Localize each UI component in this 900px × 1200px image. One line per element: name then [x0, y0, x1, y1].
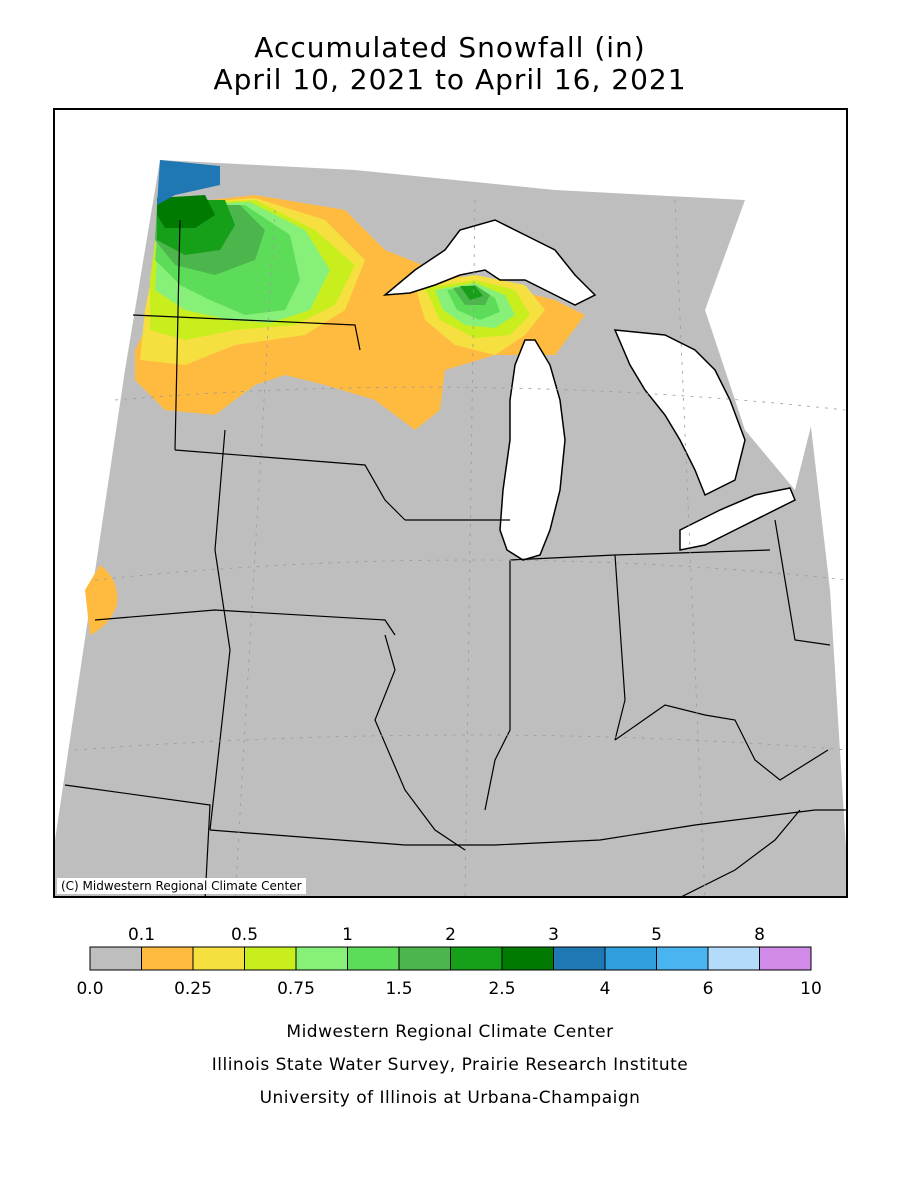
map-title: Accumulated Snowfall (in) [254, 31, 646, 64]
snowfall-contour-orange-west [85, 565, 118, 635]
credit-line-2: Illinois State Water Survey, Prairie Res… [211, 1055, 689, 1075]
credit-line-3: University of Illinois at Urbana-Champai… [259, 1088, 641, 1108]
legend-swatch [89, 946, 142, 971]
legend-swatch [759, 946, 812, 971]
lake-michigan [499, 339, 566, 561]
legend-swatch [501, 946, 554, 971]
legend-swatch [244, 946, 297, 971]
legend-top-label: 5 [651, 925, 662, 945]
graticule [74, 199, 846, 896]
lake-ontario-and-ontario [705, 200, 830, 490]
legend-bottom-label: 1.5 [385, 979, 412, 999]
lake-erie [679, 487, 796, 551]
legend-swatch [707, 946, 760, 971]
copyright-label: (C) Midwestern Regional Climate Center [57, 878, 306, 894]
legend-swatch [656, 946, 709, 971]
legend-bottom-label: 0.75 [277, 979, 315, 999]
legend-swatch [295, 946, 348, 971]
legend-top-label: 1 [342, 925, 353, 945]
legend-top-label: 3 [548, 925, 559, 945]
legend-bottom-label: 6 [703, 979, 714, 999]
color-legend: 0.1 0.5 1 2 3 5 8 0.0 0.25 0.75 1.5 2.5 4 6 10 [76, 925, 822, 999]
map-canvas [55, 160, 846, 896]
legend-bottom-label: 0.25 [174, 979, 212, 999]
snowfall-contour-deepgreen [157, 195, 215, 228]
lake-huron [613, 329, 746, 497]
legend-swatch [141, 946, 194, 971]
lake-superior [382, 219, 597, 306]
legend-bottom-label: 4 [600, 979, 611, 999]
legend-top-label: 0.1 [128, 925, 155, 945]
legend-swatch [347, 946, 400, 971]
legend-bottom-label: 0.0 [76, 979, 103, 999]
legend-bottom-label: 2.5 [488, 979, 515, 999]
snowfall-contour-darkgreen-up [460, 286, 483, 300]
credit-line-1: Midwestern Regional Climate Center [286, 1022, 614, 1042]
snowfall-map: (C) Midwestern Regional Climate Center [53, 108, 848, 898]
legend-swatch [450, 946, 503, 971]
snowfall-contour-blue [157, 160, 220, 205]
legend-top-label: 8 [754, 925, 765, 945]
map-date-range: April 10, 2021 to April 16, 2021 [213, 63, 687, 96]
legend-top-label: 0.5 [231, 925, 258, 945]
legend-bottom-label: 10 [800, 979, 822, 999]
legend-swatch [604, 946, 657, 971]
legend-top-label: 2 [445, 925, 456, 945]
state-borders [64, 219, 846, 896]
legend-swatch [553, 946, 606, 971]
legend-swatch [192, 946, 245, 971]
legend-swatch [398, 946, 451, 971]
